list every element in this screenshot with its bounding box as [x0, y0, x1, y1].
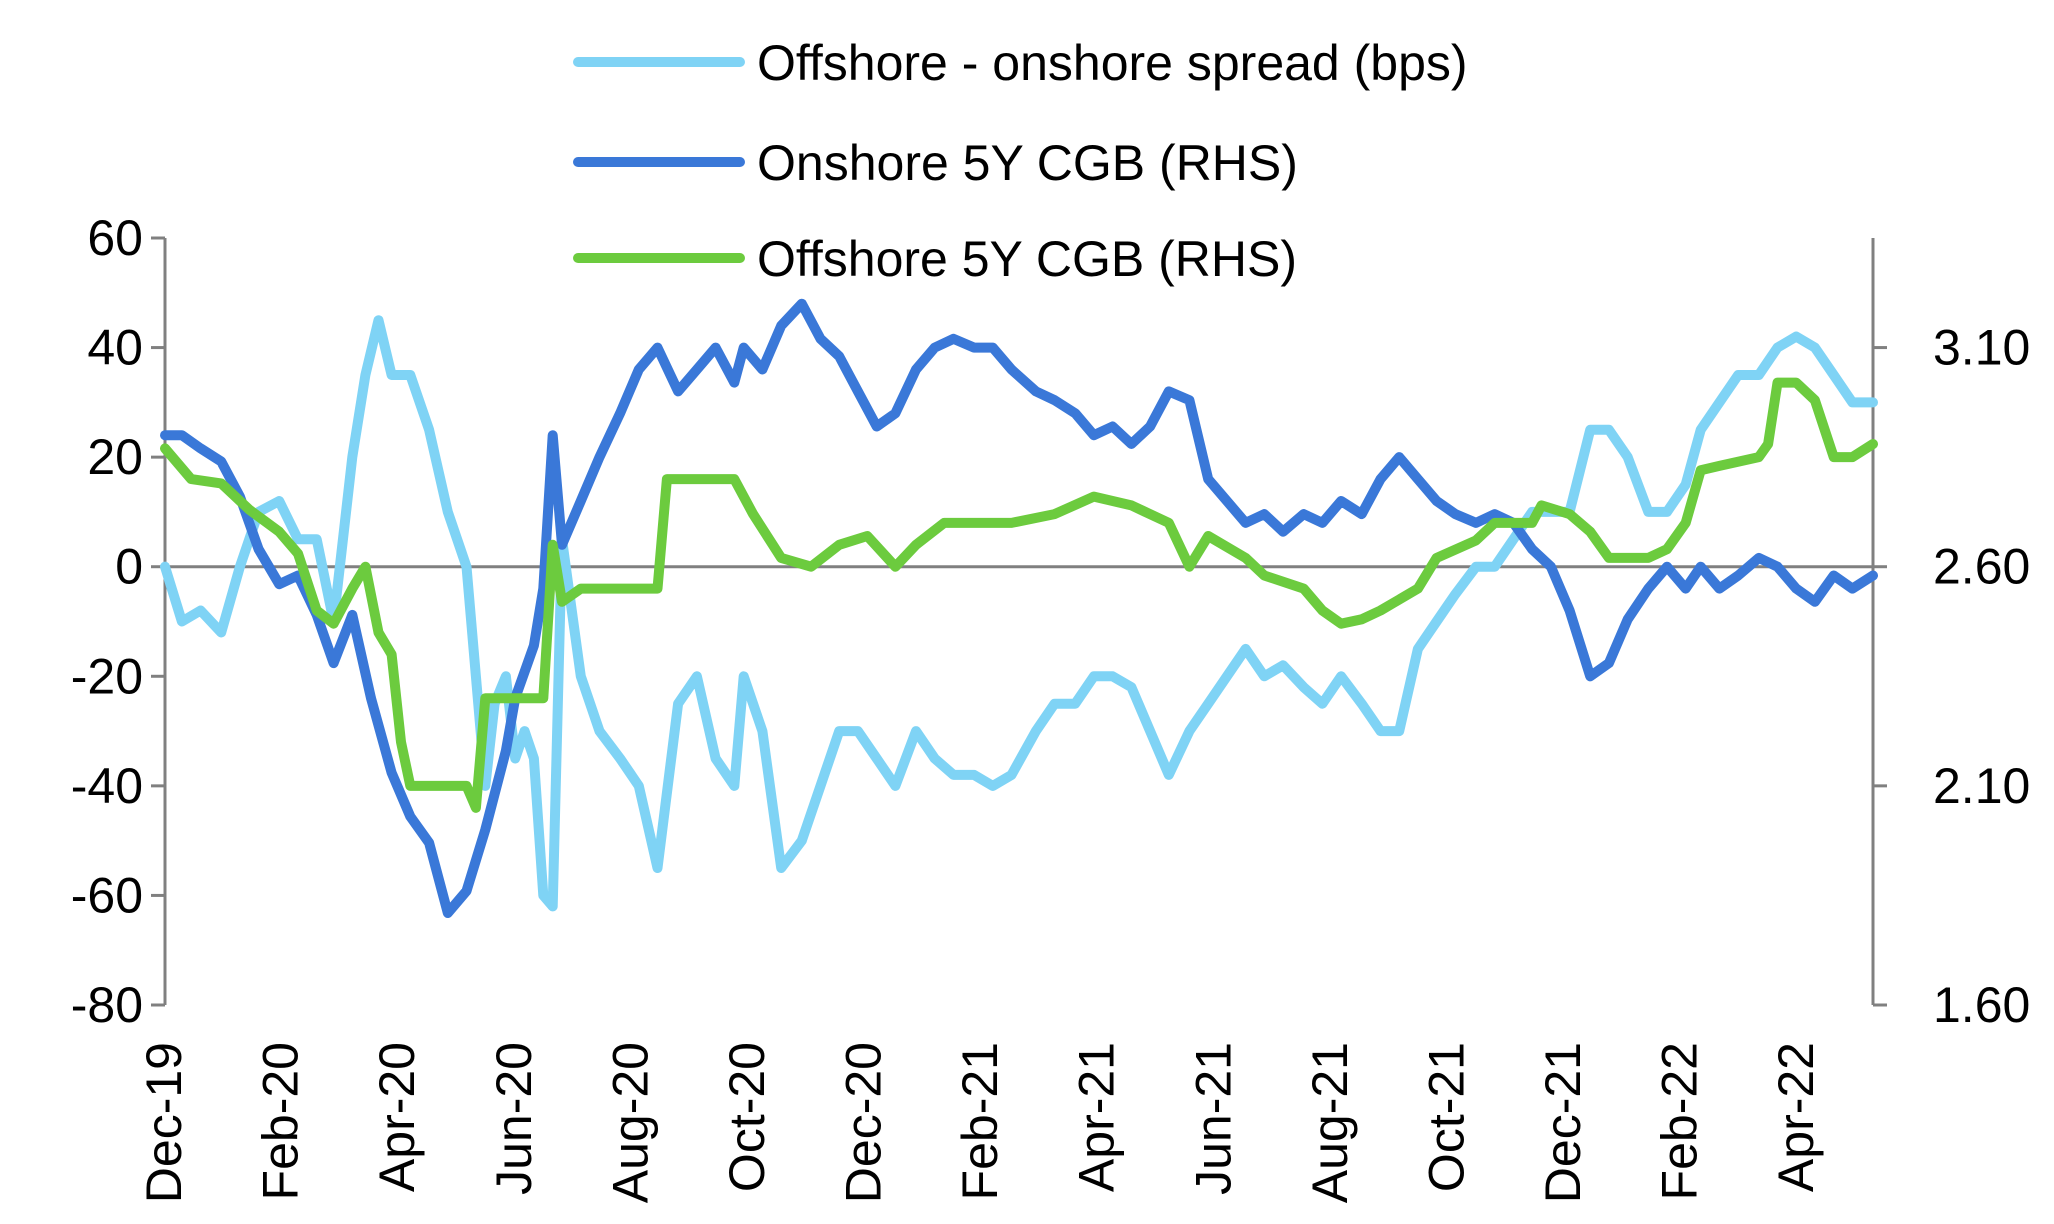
x-tick-label: Feb-20 — [253, 1042, 309, 1200]
x-tick-label: Apr-20 — [369, 1042, 425, 1192]
x-tick-label: Dec-20 — [836, 1042, 892, 1203]
series-line-0 — [160, 315, 1878, 912]
chart-legend: Offshore - onshore spread (bps) Onshore 5… — [573, 35, 1468, 287]
x-tick-label: Apr-22 — [1768, 1042, 1824, 1192]
chart-series — [160, 298, 1878, 918]
x-tick-label: Apr-21 — [1069, 1042, 1125, 1192]
x-tick-label: Dec-19 — [136, 1042, 192, 1203]
left-tick-label: 40 — [87, 320, 143, 376]
right-tick-label: 1.60 — [1933, 977, 2030, 1033]
left-tick-label: 60 — [87, 210, 143, 266]
x-tick-label: Oct-21 — [1418, 1042, 1474, 1192]
x-tick-label: Aug-21 — [1302, 1042, 1358, 1203]
series-line-1 — [160, 298, 1878, 918]
left-tick-label: -40 — [71, 758, 143, 814]
left-tick-label: 0 — [115, 539, 143, 595]
x-tick-label: Jun-21 — [1185, 1042, 1241, 1195]
x-tick-label: Dec-21 — [1535, 1042, 1591, 1203]
x-tick-label: Feb-21 — [952, 1042, 1008, 1200]
x-tick-label: Oct-20 — [719, 1042, 775, 1192]
legend-label-0: Offshore - onshore spread (bps) — [757, 35, 1468, 91]
legend-label-2: Offshore 5Y CGB (RHS) — [757, 231, 1297, 287]
right-tick-label: 3.10 — [1933, 320, 2030, 376]
left-tick-label: -80 — [71, 977, 143, 1033]
left-tick-label: 20 — [87, 429, 143, 485]
right-tick-label: 2.10 — [1933, 758, 2030, 814]
legend-label-1: Onshore 5Y CGB (RHS) — [757, 135, 1298, 191]
series-line-2 — [160, 377, 1878, 813]
x-tick-label: Aug-20 — [602, 1042, 658, 1203]
left-tick-label: -20 — [71, 648, 143, 704]
x-tick-label: Feb-22 — [1652, 1042, 1708, 1200]
chart-axes: -80 -60 -40 -20 0 20 40 60 1.60 2.10 2.60 3.10 Dec-1… — [71, 210, 2031, 1203]
left-tick-label: -60 — [71, 867, 143, 923]
x-tick-label: Jun-20 — [486, 1042, 542, 1195]
right-tick-label: 2.60 — [1933, 539, 2030, 595]
